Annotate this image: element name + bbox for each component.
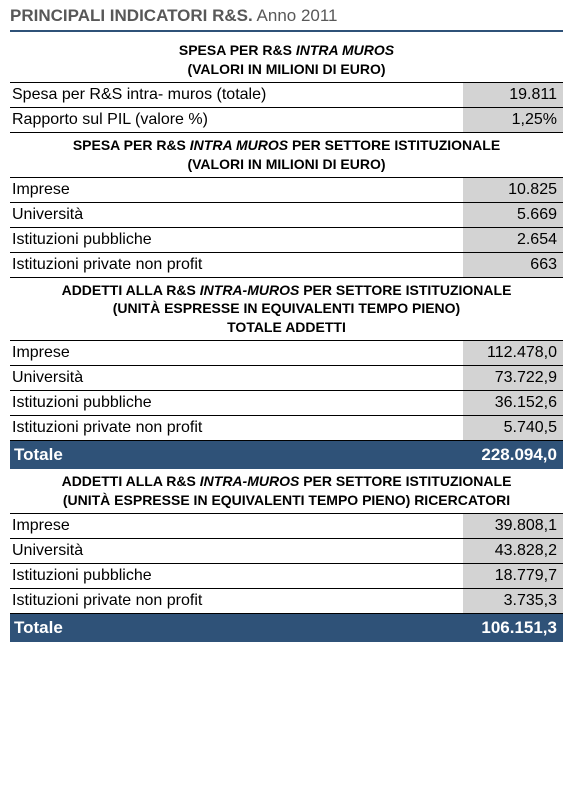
page-title-strong: PRINCIPALI INDICATORI R&S. (10, 6, 253, 25)
section3-header-c: PER SETTORE ISTITUZIONALE (299, 282, 511, 298)
section3-header-italic: INTRA-MUROS (200, 282, 300, 298)
row-label: Imprese (10, 178, 463, 202)
section2-header-line2: (VALORI IN MILIONI DI EURO) (10, 155, 563, 174)
row-label: Imprese (10, 514, 463, 538)
table-row: Istituzioni pubbliche2.654 (10, 228, 563, 253)
page-container: PRINCIPALI INDICATORI R&S. Anno 2011 SPE… (0, 0, 573, 652)
section3-total-row: Totale 228.094,0 (10, 441, 563, 469)
table-row: Istituzioni private non profit3.735,3 (10, 589, 563, 614)
section1-header: SPESA PER R&S INTRA MUROS (VALORI IN MIL… (10, 38, 563, 83)
section3-total-value: 228.094,0 (463, 441, 563, 469)
page-title: PRINCIPALI INDICATORI R&S. Anno 2011 (10, 6, 563, 32)
row-value: 3.735,3 (463, 589, 563, 613)
row-label: Università (10, 539, 463, 563)
section2-header-a: SPESA PER R&S (73, 137, 190, 153)
row-value: 10.825 (463, 178, 563, 202)
row-label: Imprese (10, 341, 463, 365)
section3-total-label: Totale (10, 441, 463, 469)
section4-rows: Imprese39.808,1Università43.828,2Istituz… (10, 514, 563, 614)
table-row: Università43.828,2 (10, 539, 563, 564)
table-row: Imprese10.825 (10, 178, 563, 203)
row-value: 43.828,2 (463, 539, 563, 563)
section3-header-a: ADDETTI ALLA R&S (62, 282, 200, 298)
page-title-year: Anno 2011 (253, 6, 338, 25)
section1-rows: Spesa per R&S intra- muros (totale)19.81… (10, 83, 563, 133)
row-label: Rapporto sul PIL (valore %) (10, 108, 463, 132)
section3-header-line2: (UNITÀ ESPRESSE IN EQUIVALENTI TEMPO PIE… (10, 299, 563, 318)
section4-total-label: Totale (10, 614, 463, 642)
row-value: 73.722,9 (463, 366, 563, 390)
section4-header: ADDETTI ALLA R&S INTRA-MUROS PER SETTORE… (10, 469, 563, 514)
row-label: Università (10, 366, 463, 390)
table-row: Imprese112.478,0 (10, 341, 563, 366)
section4-total-value: 106.151,3 (463, 614, 563, 642)
section1-header-line2: (VALORI IN MILIONI DI EURO) (10, 60, 563, 79)
table-row: Istituzioni private non profit663 (10, 253, 563, 278)
section4-header-line2: (UNITÀ ESPRESSE IN EQUIVALENTI TEMPO PIE… (10, 491, 563, 510)
table-row: Istituzioni pubbliche36.152,6 (10, 391, 563, 416)
section1-header-a: SPESA PER R&S (179, 42, 296, 58)
row-label: Istituzioni pubbliche (10, 228, 463, 252)
row-value: 39.808,1 (463, 514, 563, 538)
row-value: 1,25% (463, 108, 563, 132)
table-row: Imprese39.808,1 (10, 514, 563, 539)
row-label: Istituzioni private non profit (10, 589, 463, 613)
row-value: 19.811 (463, 83, 563, 107)
section3-rows: Imprese112.478,0Università73.722,9Istitu… (10, 341, 563, 441)
section2-header-c: PER SETTORE ISTITUZIONALE (288, 137, 500, 153)
row-value: 2.654 (463, 228, 563, 252)
row-label: Istituzioni private non profit (10, 253, 463, 277)
table-row: Istituzioni private non profit5.740,5 (10, 416, 563, 441)
section3-header: ADDETTI ALLA R&S INTRA-MUROS PER SETTORE… (10, 278, 563, 342)
row-label: Istituzioni pubbliche (10, 564, 463, 588)
row-value: 663 (463, 253, 563, 277)
table-row: Istituzioni pubbliche18.779,7 (10, 564, 563, 589)
section4-total-row: Totale 106.151,3 (10, 614, 563, 642)
row-value: 5.669 (463, 203, 563, 227)
section2-rows: Imprese10.825Università5.669Istituzioni … (10, 178, 563, 278)
section1-header-italic: INTRA MUROS (296, 42, 394, 58)
table-row: Spesa per R&S intra- muros (totale)19.81… (10, 83, 563, 108)
row-label: Spesa per R&S intra- muros (totale) (10, 83, 463, 107)
table-row: Università73.722,9 (10, 366, 563, 391)
section4-header-a: ADDETTI ALLA R&S (62, 473, 200, 489)
row-label: Istituzioni pubbliche (10, 391, 463, 415)
table-row: Rapporto sul PIL (valore %)1,25% (10, 108, 563, 133)
row-value: 18.779,7 (463, 564, 563, 588)
row-value: 112.478,0 (463, 341, 563, 365)
section2-header-italic: INTRA MUROS (190, 137, 288, 153)
row-value: 36.152,6 (463, 391, 563, 415)
section2-header: SPESA PER R&S INTRA MUROS PER SETTORE IS… (10, 133, 563, 178)
row-label: Istituzioni private non profit (10, 416, 463, 440)
section4-header-c: PER SETTORE ISTITUZIONALE (299, 473, 511, 489)
section3-header-line3: TOTALE ADDETTI (10, 318, 563, 337)
row-value: 5.740,5 (463, 416, 563, 440)
table-row: Università5.669 (10, 203, 563, 228)
row-label: Università (10, 203, 463, 227)
section4-header-italic: INTRA-MUROS (200, 473, 300, 489)
